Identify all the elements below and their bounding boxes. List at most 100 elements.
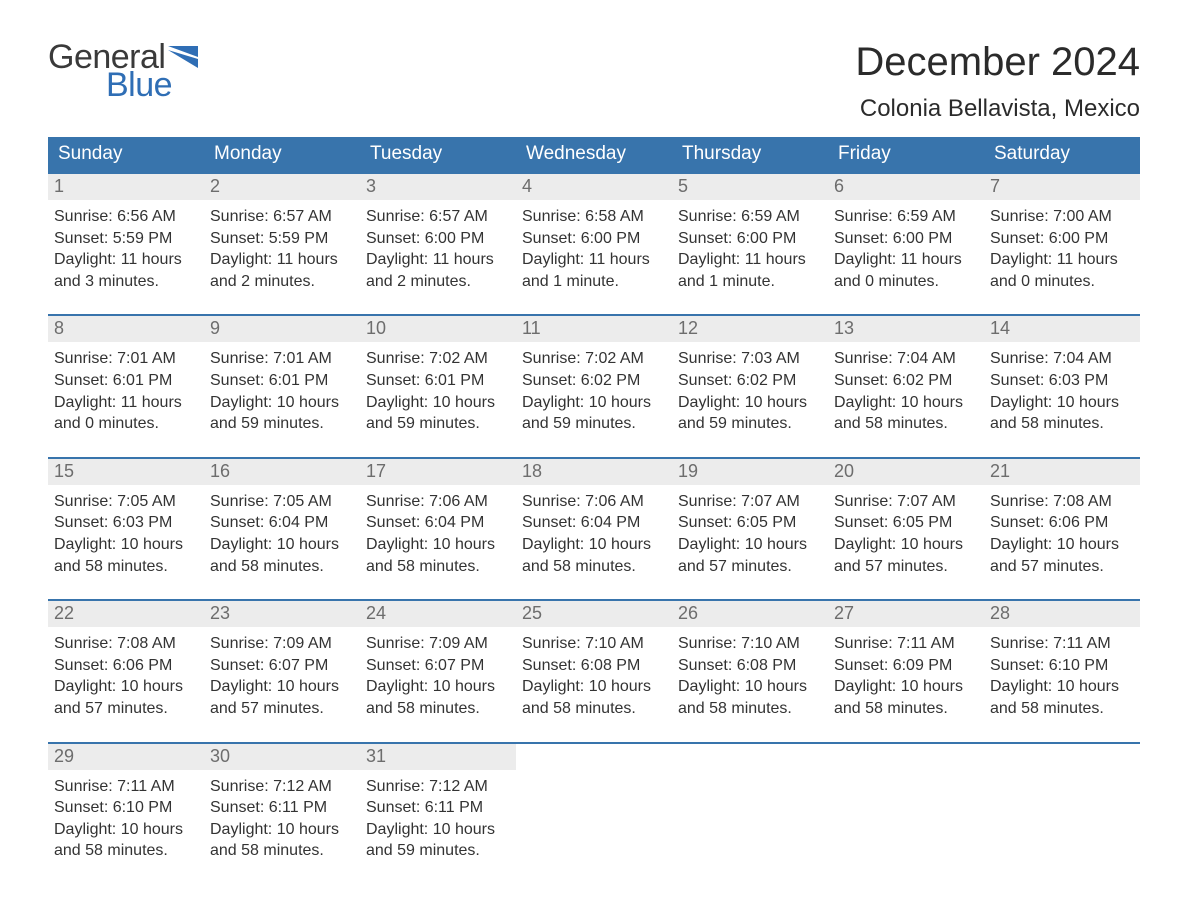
day-number: 23 bbox=[204, 601, 360, 627]
day-line: Daylight: 11 hours bbox=[834, 249, 978, 271]
calendar-day-cell: 26Sunrise: 7:10 AMSunset: 6:08 PMDayligh… bbox=[672, 601, 828, 723]
calendar-day-cell: 7Sunrise: 7:00 AMSunset: 6:00 PMDaylight… bbox=[984, 174, 1140, 296]
day-line: Sunset: 6:09 PM bbox=[834, 655, 978, 677]
calendar-day-cell: 3Sunrise: 6:57 AMSunset: 6:00 PMDaylight… bbox=[360, 174, 516, 296]
calendar-day-cell: 28Sunrise: 7:11 AMSunset: 6:10 PMDayligh… bbox=[984, 601, 1140, 723]
day-line: and 57 minutes. bbox=[678, 556, 822, 578]
weekday-header: Wednesday bbox=[516, 137, 672, 172]
day-details: Sunrise: 6:59 AMSunset: 6:00 PMDaylight:… bbox=[828, 200, 984, 296]
calendar-day-cell: 6Sunrise: 6:59 AMSunset: 6:00 PMDaylight… bbox=[828, 174, 984, 296]
day-line: Sunset: 6:10 PM bbox=[990, 655, 1134, 677]
calendar-day-cell: 4Sunrise: 6:58 AMSunset: 6:00 PMDaylight… bbox=[516, 174, 672, 296]
day-line: Sunrise: 7:05 AM bbox=[54, 491, 198, 513]
day-details: Sunrise: 7:02 AMSunset: 6:02 PMDaylight:… bbox=[516, 342, 672, 438]
day-line: Sunrise: 6:56 AM bbox=[54, 206, 198, 228]
day-line: Sunset: 5:59 PM bbox=[210, 228, 354, 250]
calendar-day-cell: 18Sunrise: 7:06 AMSunset: 6:04 PMDayligh… bbox=[516, 459, 672, 581]
day-line: Sunrise: 7:06 AM bbox=[522, 491, 666, 513]
day-line: Sunrise: 7:12 AM bbox=[366, 776, 510, 798]
day-line: Daylight: 11 hours bbox=[54, 249, 198, 271]
brand-part2: Blue bbox=[106, 68, 198, 102]
day-line: Sunrise: 7:10 AM bbox=[522, 633, 666, 655]
day-line: and 59 minutes. bbox=[522, 413, 666, 435]
day-number: 21 bbox=[984, 459, 1140, 485]
day-details: Sunrise: 7:01 AMSunset: 6:01 PMDaylight:… bbox=[48, 342, 204, 438]
day-line: and 58 minutes. bbox=[54, 840, 198, 862]
day-line: Daylight: 11 hours bbox=[678, 249, 822, 271]
calendar-day-cell: 2Sunrise: 6:57 AMSunset: 5:59 PMDaylight… bbox=[204, 174, 360, 296]
day-line: Sunrise: 7:08 AM bbox=[54, 633, 198, 655]
page-title: December 2024 bbox=[855, 40, 1140, 85]
day-line: Sunset: 6:00 PM bbox=[834, 228, 978, 250]
day-line: and 57 minutes. bbox=[834, 556, 978, 578]
day-line: and 58 minutes. bbox=[522, 698, 666, 720]
day-number: 6 bbox=[828, 174, 984, 200]
flag-icon bbox=[168, 46, 198, 68]
day-line: Sunrise: 7:11 AM bbox=[54, 776, 198, 798]
day-details: Sunrise: 7:08 AMSunset: 6:06 PMDaylight:… bbox=[984, 485, 1140, 581]
day-details: Sunrise: 7:07 AMSunset: 6:05 PMDaylight:… bbox=[828, 485, 984, 581]
day-line: Daylight: 10 hours bbox=[678, 676, 822, 698]
day-number: 20 bbox=[828, 459, 984, 485]
day-line: and 58 minutes. bbox=[210, 840, 354, 862]
day-number: 16 bbox=[204, 459, 360, 485]
calendar-day-cell: 10Sunrise: 7:02 AMSunset: 6:01 PMDayligh… bbox=[360, 316, 516, 438]
day-line: Daylight: 10 hours bbox=[210, 534, 354, 556]
day-details: Sunrise: 7:11 AMSunset: 6:10 PMDaylight:… bbox=[48, 770, 204, 866]
day-line: and 58 minutes. bbox=[54, 556, 198, 578]
calendar-day-cell: 17Sunrise: 7:06 AMSunset: 6:04 PMDayligh… bbox=[360, 459, 516, 581]
calendar-week-row: 22Sunrise: 7:08 AMSunset: 6:06 PMDayligh… bbox=[48, 599, 1140, 723]
day-details: Sunrise: 7:01 AMSunset: 6:01 PMDaylight:… bbox=[204, 342, 360, 438]
day-line: Daylight: 10 hours bbox=[834, 676, 978, 698]
day-line: Sunrise: 6:59 AM bbox=[834, 206, 978, 228]
day-number: 5 bbox=[672, 174, 828, 200]
day-line: Sunrise: 7:05 AM bbox=[210, 491, 354, 513]
day-details: Sunrise: 7:06 AMSunset: 6:04 PMDaylight:… bbox=[516, 485, 672, 581]
day-line: and 58 minutes. bbox=[990, 413, 1134, 435]
calendar-day-cell: 12Sunrise: 7:03 AMSunset: 6:02 PMDayligh… bbox=[672, 316, 828, 438]
calendar-day-cell: 30Sunrise: 7:12 AMSunset: 6:11 PMDayligh… bbox=[204, 744, 360, 866]
day-line: and 2 minutes. bbox=[366, 271, 510, 293]
day-line: and 59 minutes. bbox=[678, 413, 822, 435]
day-line: Sunrise: 7:09 AM bbox=[210, 633, 354, 655]
day-line: and 58 minutes. bbox=[366, 698, 510, 720]
day-line: Daylight: 10 hours bbox=[678, 534, 822, 556]
calendar-empty-cell bbox=[672, 744, 828, 866]
day-line: Daylight: 10 hours bbox=[522, 676, 666, 698]
day-details: Sunrise: 7:05 AMSunset: 6:04 PMDaylight:… bbox=[204, 485, 360, 581]
day-line: and 1 minute. bbox=[678, 271, 822, 293]
weekday-header: Tuesday bbox=[360, 137, 516, 172]
weekday-header-row: Sunday Monday Tuesday Wednesday Thursday… bbox=[48, 137, 1140, 172]
day-number: 24 bbox=[360, 601, 516, 627]
calendar-day-cell: 15Sunrise: 7:05 AMSunset: 6:03 PMDayligh… bbox=[48, 459, 204, 581]
calendar-day-cell: 27Sunrise: 7:11 AMSunset: 6:09 PMDayligh… bbox=[828, 601, 984, 723]
day-details: Sunrise: 7:08 AMSunset: 6:06 PMDaylight:… bbox=[48, 627, 204, 723]
day-line: Sunrise: 7:08 AM bbox=[990, 491, 1134, 513]
day-line: and 57 minutes. bbox=[990, 556, 1134, 578]
day-details: Sunrise: 7:09 AMSunset: 6:07 PMDaylight:… bbox=[204, 627, 360, 723]
calendar-day-cell: 20Sunrise: 7:07 AMSunset: 6:05 PMDayligh… bbox=[828, 459, 984, 581]
day-line: Sunset: 6:03 PM bbox=[990, 370, 1134, 392]
calendar-day-cell: 25Sunrise: 7:10 AMSunset: 6:08 PMDayligh… bbox=[516, 601, 672, 723]
day-line: Sunset: 6:04 PM bbox=[522, 512, 666, 534]
weekday-header: Thursday bbox=[672, 137, 828, 172]
day-line: Sunset: 6:06 PM bbox=[990, 512, 1134, 534]
day-line: Sunset: 6:05 PM bbox=[834, 512, 978, 534]
day-line: and 58 minutes. bbox=[366, 556, 510, 578]
day-line: Sunrise: 7:09 AM bbox=[366, 633, 510, 655]
day-details: Sunrise: 7:00 AMSunset: 6:00 PMDaylight:… bbox=[984, 200, 1140, 296]
day-line: Daylight: 10 hours bbox=[522, 392, 666, 414]
day-number: 7 bbox=[984, 174, 1140, 200]
day-line: Sunset: 6:08 PM bbox=[522, 655, 666, 677]
day-line: Sunset: 6:07 PM bbox=[210, 655, 354, 677]
weekday-header: Sunday bbox=[48, 137, 204, 172]
day-line: Daylight: 10 hours bbox=[522, 534, 666, 556]
day-details: Sunrise: 7:12 AMSunset: 6:11 PMDaylight:… bbox=[204, 770, 360, 866]
day-line: Sunrise: 7:02 AM bbox=[522, 348, 666, 370]
day-details: Sunrise: 7:04 AMSunset: 6:02 PMDaylight:… bbox=[828, 342, 984, 438]
day-number: 13 bbox=[828, 316, 984, 342]
day-line: Daylight: 10 hours bbox=[366, 819, 510, 841]
day-line: Daylight: 11 hours bbox=[54, 392, 198, 414]
day-line: Sunrise: 6:59 AM bbox=[678, 206, 822, 228]
day-line: Daylight: 10 hours bbox=[366, 676, 510, 698]
